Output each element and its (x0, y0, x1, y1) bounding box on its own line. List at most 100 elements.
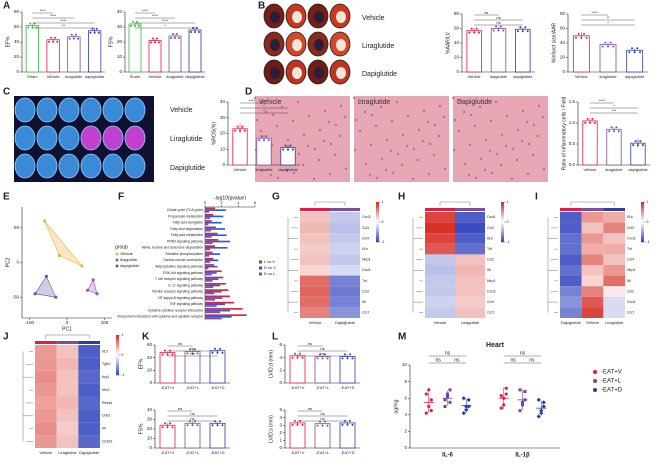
row-label: Tnf (487, 247, 492, 251)
histology-texture (521, 109, 525, 113)
point-decoration (349, 419, 351, 422)
x-tick-label: Vehicle (47, 74, 61, 79)
column-label: Vehicle (39, 450, 53, 455)
colorbar-tick-label: -1 (507, 240, 510, 244)
ros-slice (36, 97, 58, 123)
colorbar-step (641, 224, 644, 227)
point-decoration (172, 33, 174, 35)
point-decoration (68, 37, 71, 40)
row-label: Retnla (102, 401, 112, 405)
colorbar-step (501, 222, 504, 225)
bar (205, 242, 213, 245)
y-tick-label: 20 (14, 54, 20, 59)
point-decoration (319, 353, 321, 356)
bar (205, 209, 226, 211)
row-label: Il1b (487, 236, 493, 240)
bar (205, 286, 214, 288)
point-decoration (321, 424, 324, 427)
point-decoration (93, 31, 96, 34)
bar (205, 282, 226, 285)
histology-texture (368, 173, 372, 177)
histology-texture (542, 167, 546, 171)
bar (205, 207, 215, 210)
panel-letter: H (398, 192, 405, 203)
bar (205, 254, 210, 257)
point-decoration (326, 424, 329, 427)
histology-texture (384, 168, 388, 172)
bar (205, 316, 232, 318)
ros-slice (14, 125, 36, 151)
colorbar-step (376, 216, 379, 219)
colorbar-step (641, 240, 644, 243)
panel-letter: F (118, 192, 124, 203)
heatmap-cell (455, 296, 485, 308)
heatmap-cell (78, 435, 100, 448)
legend-swatch (593, 379, 597, 383)
image-label: Dapiglutide (457, 99, 492, 106)
bar (205, 248, 210, 251)
point-decoration (52, 40, 55, 43)
heatmap-cell (603, 307, 625, 318)
bar (205, 245, 215, 247)
bar (205, 301, 235, 304)
bar (205, 265, 218, 268)
histology-texture (536, 134, 540, 138)
x-tick-label: -EAT+D (210, 450, 224, 455)
histology-texture (343, 115, 347, 119)
row-label: Ccl2 (627, 289, 634, 293)
legend-title: group (115, 244, 128, 250)
y-tick-label: -50 (12, 294, 19, 299)
heatmap-cell (455, 233, 485, 244)
point-decoration (130, 25, 132, 27)
point-decoration (341, 423, 344, 426)
bar (205, 246, 228, 249)
heatmap-cell (560, 307, 582, 318)
point-decoration (604, 41, 607, 44)
histology-texture (369, 143, 373, 147)
category-label: TNF signaling pathway (169, 302, 203, 306)
x-tick-label: liraglutide (605, 167, 623, 172)
heatmap-cell (330, 275, 360, 287)
histology-texture (494, 100, 498, 104)
histology-texture (276, 176, 280, 180)
bar (205, 253, 220, 255)
colorbar-step (501, 202, 504, 205)
bar (205, 251, 213, 254)
point-decoration (639, 140, 642, 143)
significance-label: ns (454, 357, 460, 363)
panel-letter: A (3, 1, 10, 12)
colorbar-step (376, 238, 379, 241)
heart-slice-core (270, 11, 280, 23)
point-decoration (282, 148, 285, 151)
y-tick-label: 30 (117, 24, 123, 29)
point (466, 397, 471, 402)
significance-label: ** (62, 23, 66, 28)
y-axis-label: Ratio of inflammatory cells / Field (561, 96, 567, 170)
point-decoration (196, 27, 198, 29)
histology-texture (488, 149, 492, 153)
row-label: Nlrp3 (487, 279, 495, 283)
point-decoration (166, 426, 169, 429)
colorbar-step (376, 218, 379, 221)
colorbar-step (116, 355, 119, 358)
colorbar-step (116, 367, 119, 370)
point-decoration (219, 420, 221, 423)
point (57, 253, 62, 258)
histology-texture (458, 99, 462, 103)
chart-title: -log10(pvalue) (214, 195, 246, 201)
point-decoration (294, 419, 296, 422)
x-tick-label: dapiglutide (513, 74, 533, 79)
bar (188, 29, 202, 73)
histology-texture (469, 113, 473, 117)
histology-texture (271, 113, 275, 117)
histology-texture (352, 96, 356, 100)
histology-texture (490, 171, 494, 175)
point-decoration (35, 26, 38, 29)
histology-texture (390, 119, 394, 123)
point-decoration (468, 31, 471, 34)
heatmap-cell (35, 370, 57, 384)
x-tick-label: 2 (221, 200, 224, 205)
row-label: Ccl3 (362, 226, 369, 230)
point-decoration (164, 349, 166, 352)
image-label: Vehicle (362, 15, 385, 22)
